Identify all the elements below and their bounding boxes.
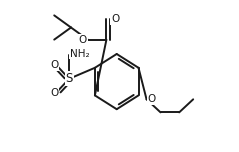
Text: O: O bbox=[50, 60, 58, 70]
Text: NH₂: NH₂ bbox=[70, 49, 90, 59]
Text: S: S bbox=[65, 72, 73, 85]
Text: O: O bbox=[50, 88, 58, 98]
Text: O: O bbox=[79, 35, 87, 45]
Text: O: O bbox=[111, 14, 119, 24]
Text: O: O bbox=[147, 94, 156, 104]
